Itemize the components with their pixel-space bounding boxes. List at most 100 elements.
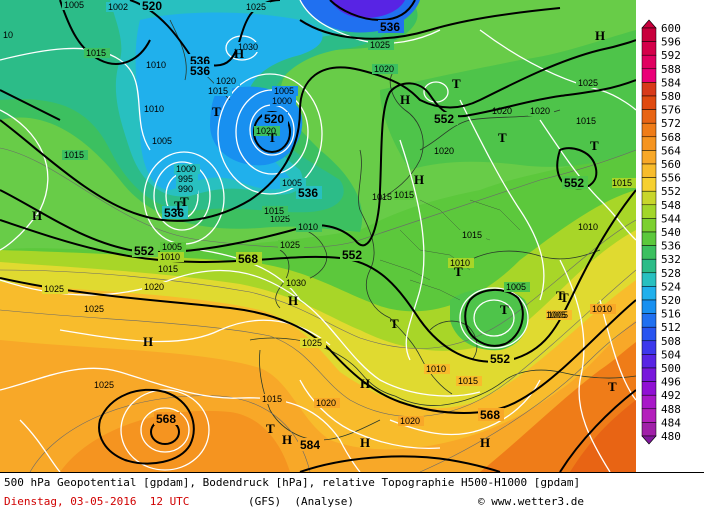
legend-value: 512 <box>661 321 681 334</box>
legend-value: 580 <box>661 90 681 103</box>
geopotential-label: 552 <box>490 352 510 366</box>
isobar-label: 1010 <box>146 60 166 70</box>
legend-swatch <box>641 367 657 382</box>
legend-value: 500 <box>661 362 681 375</box>
copyright: © www.wetter3.de <box>478 495 584 508</box>
isobar-label: 990 <box>178 184 193 194</box>
isobar-label: 1015 <box>64 150 84 160</box>
isobar-label: 1020 <box>216 76 236 86</box>
geopotential-label: 536 <box>380 20 400 34</box>
geopotential-label: 552 <box>434 112 454 126</box>
legend-swatch <box>641 190 657 206</box>
low-marker: T <box>390 316 399 331</box>
low-marker: T <box>560 290 569 305</box>
isobar-label: 1010 <box>578 222 598 232</box>
weather-map: 1005 1002 1025 1010 1015 1030 1020 1015 … <box>0 0 636 472</box>
low-marker: T <box>174 198 183 213</box>
isobar-label: 1015 <box>262 394 282 404</box>
low-marker: T <box>498 130 507 145</box>
isobar-label: 1020 <box>374 64 394 74</box>
geopotential-label: 520 <box>264 112 284 126</box>
legend-swatch <box>641 354 657 369</box>
legend-swatch <box>641 408 657 423</box>
legend-swatch <box>641 394 657 410</box>
low-marker: T <box>266 421 275 436</box>
low-marker: T <box>180 194 189 209</box>
isobar-label: 1005 <box>546 310 566 320</box>
legend-value: 544 <box>661 212 681 225</box>
legend-swatch <box>641 82 657 97</box>
isobar-label: 1000 <box>272 96 292 106</box>
legend-value: 556 <box>661 172 681 185</box>
legend-value: 592 <box>661 49 681 62</box>
legend-value: 540 <box>661 226 681 239</box>
isobar-label: 1015 <box>158 264 178 274</box>
geopotential-label: 520 <box>142 0 162 13</box>
legend-value: 488 <box>661 403 681 416</box>
isobar-label: 1025 <box>94 380 114 390</box>
isobar-label: 1010 <box>144 104 164 114</box>
geopotential-label: 552 <box>564 176 584 190</box>
isobar-label: 1010 <box>450 258 470 268</box>
geopotential-label: 536 <box>164 206 184 220</box>
isobar-label: 1020 <box>530 106 550 116</box>
isobar-label: 1002 <box>108 2 128 12</box>
legend-value: 492 <box>661 389 681 402</box>
legend-value: 584 <box>661 76 681 89</box>
high-marker: H <box>32 208 42 223</box>
legend-swatch <box>641 286 657 301</box>
legend-value: 496 <box>661 376 681 389</box>
isobar-label: 1025 <box>246 2 266 12</box>
isobar-label: 1025 <box>578 78 598 88</box>
low-marker: T <box>212 104 221 119</box>
geopotential-label: 568 <box>480 408 500 422</box>
low-marker: T <box>608 379 617 394</box>
legend-swatch <box>641 122 657 138</box>
low-marker: T <box>454 264 463 279</box>
model-info: (GFS) (Analyse) <box>248 495 354 508</box>
geopotential-label: 536 <box>190 64 210 78</box>
legend-swatch <box>641 150 657 165</box>
geopotential-labels: 520 536 536 520 536 536 552 552 568 552 … <box>132 0 588 452</box>
low-marker: T <box>556 288 565 303</box>
isobar-label: 1010 <box>298 222 318 232</box>
legend-swatch <box>641 95 657 110</box>
high-marker: H <box>360 435 370 450</box>
geopotential-label: 552 <box>134 244 154 258</box>
legend-swatch <box>641 231 657 246</box>
legend-swatch <box>641 326 657 342</box>
valid-date: Dienstag, 03-05-2016 12 UTC <box>4 495 190 508</box>
isobar-label: 1015 <box>458 376 478 386</box>
legend-swatch <box>641 41 657 56</box>
isobar-label: 1005 <box>274 86 294 96</box>
isobar-label: 1030 <box>238 42 258 52</box>
isobar-label: 1020 <box>256 126 276 136</box>
legend-swatch <box>641 299 657 314</box>
isobar-label: 1005 <box>152 136 172 146</box>
legend-value: 560 <box>661 158 681 171</box>
isobar-label: 1010 <box>592 304 612 314</box>
isobar-label: 1015 <box>372 192 392 202</box>
isobar-label: 1005 <box>506 282 526 292</box>
legend-value: 564 <box>661 144 681 157</box>
isobar-label: 10 <box>3 30 13 40</box>
legend-swatch <box>641 258 657 274</box>
legend-swatch <box>641 27 657 42</box>
isobar-label: 1030 <box>286 278 306 288</box>
field-540-east <box>380 30 636 170</box>
low-marker: T <box>268 130 277 145</box>
isobar-label: 1000 <box>176 164 196 174</box>
isobar-label: 1015 <box>576 116 596 126</box>
map-caption: 500 hPa Geopotential [gpdam], Bodendruck… <box>4 476 581 489</box>
isobar-label: 1020 <box>434 146 454 156</box>
legend-value: 520 <box>661 294 681 307</box>
legend-value: 600 <box>661 22 681 35</box>
geopotential-label: 568 <box>238 252 258 266</box>
isobar-label: 1015 <box>394 190 414 200</box>
isobar-label: 1025 <box>270 214 290 224</box>
high-marker: H <box>282 432 292 447</box>
weather-map-canvas: 1005 1002 1025 1010 1015 1030 1020 1015 … <box>0 0 636 472</box>
legend-swatch <box>641 68 657 83</box>
legend-swatch <box>641 204 657 219</box>
legend-swatch <box>641 340 657 355</box>
